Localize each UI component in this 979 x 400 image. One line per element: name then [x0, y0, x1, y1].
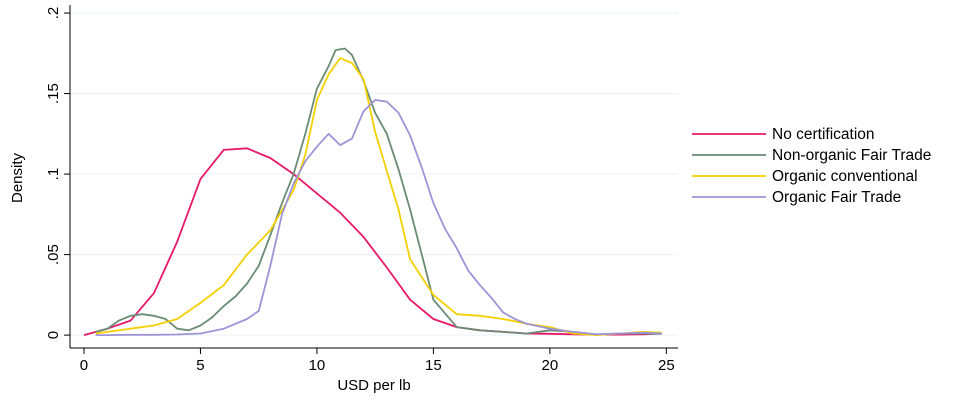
x-ticks: 0 5 10 15 20 25: [80, 348, 675, 374]
legend-label-3: Organic Fair Trade: [772, 189, 901, 206]
x-tick-label-5: 25: [658, 357, 675, 374]
series-lines: [83, 47, 662, 336]
series-line-0: [83, 147, 662, 336]
series-line-2: [95, 57, 662, 336]
y-axis-title: Density: [9, 152, 26, 203]
y-tick-label-1: .05: [45, 244, 62, 265]
legend: No certification Non-organic Fair Trade Or…: [692, 126, 931, 206]
x-tick-label-1: 5: [196, 357, 204, 374]
legend-label-1: Non-organic Fair Trade: [772, 147, 931, 164]
y-tick-label-0: 0: [45, 331, 62, 339]
y-tick-label-2: .1: [45, 168, 62, 181]
x-tick-label-0: 0: [80, 357, 88, 374]
series-line-1: [95, 47, 662, 336]
series-line-3: [95, 99, 662, 336]
axes: [69, 5, 678, 349]
x-tick-label-4: 20: [542, 357, 559, 374]
legend-label-2: Organic conventional: [772, 168, 918, 185]
y-tick-label-3: .15: [45, 83, 62, 104]
x-tick-label-2: 10: [309, 357, 326, 374]
gridlines: [70, 12, 678, 336]
legend-label-0: No certification: [772, 126, 875, 143]
x-axis-title: USD per lb: [337, 377, 410, 394]
y-ticks: 0 .05 .1 .15 .2: [45, 7, 70, 339]
y-tick-label-4: .2: [45, 7, 62, 20]
x-tick-label-3: 15: [425, 357, 442, 374]
